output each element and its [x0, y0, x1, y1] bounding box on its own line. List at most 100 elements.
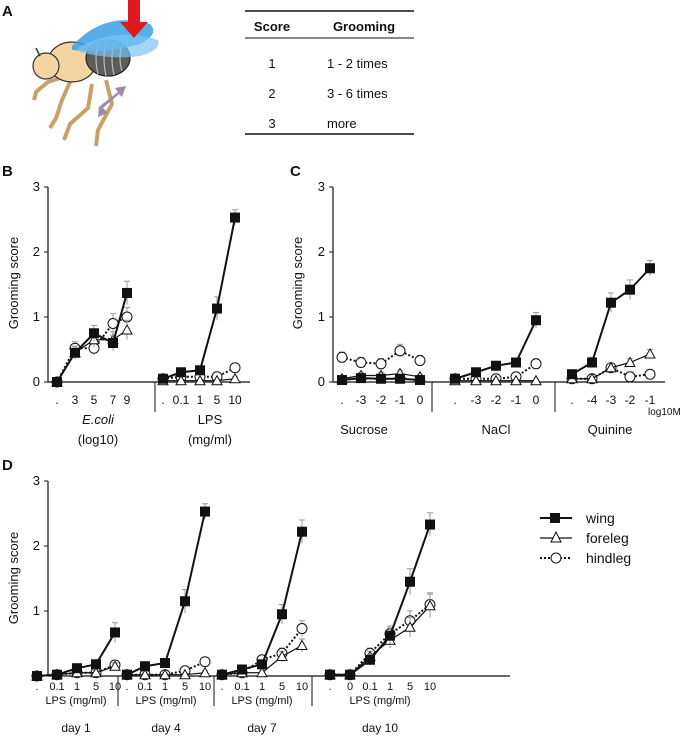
- data-point-wing: [337, 375, 347, 386]
- x-tick-label: -2: [376, 393, 387, 407]
- x-tick-label: -2: [625, 393, 636, 407]
- x-tick-label: -1: [645, 393, 656, 407]
- data-point-wing: [72, 663, 82, 674]
- legend-hindleg-label: hindleg: [586, 550, 631, 566]
- x-axis-label: LPS (mg/ml): [349, 695, 410, 707]
- data-point-foreleg: [229, 372, 241, 384]
- data-point-wing: [405, 576, 415, 587]
- stimulus-arrow-icon: [120, 0, 148, 38]
- y-tick-label: 3: [318, 179, 325, 194]
- data-point-foreleg: [624, 356, 636, 367]
- x-tick-label: 9: [124, 393, 131, 407]
- x-axis-label: LPS (mg/ml): [231, 695, 292, 707]
- y-tick-label: 1: [33, 309, 40, 324]
- table-cell: more: [327, 116, 357, 131]
- x-tick-label: .: [55, 393, 58, 407]
- table-cell: 1: [268, 56, 275, 71]
- data-point-hindleg: [229, 362, 241, 374]
- x-tick-label: 10: [228, 393, 242, 407]
- y-axis-label-d: Grooming score: [6, 532, 21, 624]
- data-point-hindleg: [296, 623, 308, 635]
- y-tick-label: 0: [318, 374, 325, 389]
- series-line-hindleg: [341, 349, 421, 365]
- data-point-wing: [471, 367, 481, 378]
- x-tick-label: 5: [93, 681, 99, 693]
- x-tick-label: 10: [109, 681, 121, 693]
- x-axis-label: LPS (mg/ml): [45, 695, 106, 707]
- x-tick-label: 0.1: [234, 681, 249, 693]
- data-point-wing: [345, 669, 355, 680]
- data-point-wing: [587, 357, 597, 368]
- legend-wing-label: wing: [585, 510, 615, 526]
- data-point-hindleg: [530, 358, 542, 370]
- data-point-foreleg: [139, 668, 151, 680]
- series-line-foreleg: [330, 605, 431, 676]
- fly-wing-blur: [78, 34, 159, 58]
- data-point-hindleg: [624, 371, 636, 383]
- group-sublabel-lps: (mg/ml): [188, 432, 232, 447]
- legend-hindleg-marker: [550, 552, 562, 564]
- data-point-wing: [415, 375, 425, 386]
- data-point-foreleg: [159, 668, 171, 680]
- x-tick-label: .: [161, 393, 164, 407]
- data-point-wing: [91, 659, 101, 670]
- day-label: day 10: [362, 721, 398, 735]
- x-tick-label: -1: [511, 393, 522, 407]
- data-point-wing: [237, 664, 247, 675]
- data-point-wing: [325, 669, 335, 680]
- x-tick-label: -2: [491, 393, 502, 407]
- y-tick-label: 1: [318, 309, 325, 324]
- data-point-foreleg: [256, 666, 268, 678]
- data-point-wing: [365, 654, 375, 665]
- table-cell: 2: [268, 86, 275, 101]
- group-label-lps: LPS: [198, 412, 223, 427]
- data-point-foreleg: [175, 374, 187, 386]
- series-line-wing: [330, 524, 431, 676]
- panel-label-c: C: [290, 163, 301, 180]
- y-axis-label-c: Grooming score: [290, 237, 305, 329]
- data-point-wing: [257, 659, 267, 670]
- y-tick-label: 2: [318, 244, 325, 259]
- data-point-wing: [395, 373, 405, 384]
- data-point-wing: [70, 347, 80, 358]
- x-tick-label: 5: [407, 681, 413, 693]
- x-tick-label: 0.1: [137, 681, 152, 693]
- series-line-wing: [162, 217, 236, 380]
- data-point-hindleg: [414, 355, 426, 367]
- data-point-foreleg: [194, 374, 206, 386]
- data-point-wing: [385, 630, 395, 641]
- data-point-foreleg: [644, 348, 656, 359]
- x-axis-label: LPS (mg/ml): [135, 695, 196, 707]
- data-point-wing: [32, 671, 42, 681]
- data-point-wing: [531, 315, 541, 326]
- x-tick-label: 0.1: [362, 681, 377, 693]
- day-label: day 7: [247, 721, 277, 735]
- data-point-wing: [491, 360, 501, 371]
- data-point-foreleg: [490, 374, 502, 386]
- data-point-foreleg: [109, 660, 121, 671]
- data-point-wing: [140, 661, 150, 672]
- group-label-sucrose: Sucrose: [340, 422, 388, 437]
- day-label: day 1: [61, 721, 91, 735]
- score-table: Score Grooming 1 1 - 2 times 2 3 - 6 tim…: [245, 10, 414, 135]
- panel-label-d: D: [2, 457, 13, 474]
- x-tick-label: 5: [214, 393, 221, 407]
- data-point-hindleg: [336, 351, 348, 363]
- x-tick-label: .: [35, 681, 38, 693]
- x-tick-label: .: [125, 681, 128, 693]
- data-point-foreleg: [586, 372, 598, 384]
- data-point-hindleg: [394, 345, 406, 357]
- fly-head: [32, 52, 60, 80]
- legend-foreleg-marker: [550, 530, 562, 543]
- x-tick-label: 3: [72, 393, 79, 407]
- data-point-wing: [297, 526, 307, 537]
- fly-antenna: [35, 47, 41, 57]
- data-point-wing: [645, 263, 655, 274]
- x-tick-label: 10: [424, 681, 436, 693]
- y-tick-label: 2: [33, 538, 40, 553]
- chart-panel-c: 0 1 2 3. -3 -2 -1 0. -3 -2 -1 0. -4 -3 -2 -1: [318, 179, 665, 412]
- data-point-wing: [89, 328, 99, 339]
